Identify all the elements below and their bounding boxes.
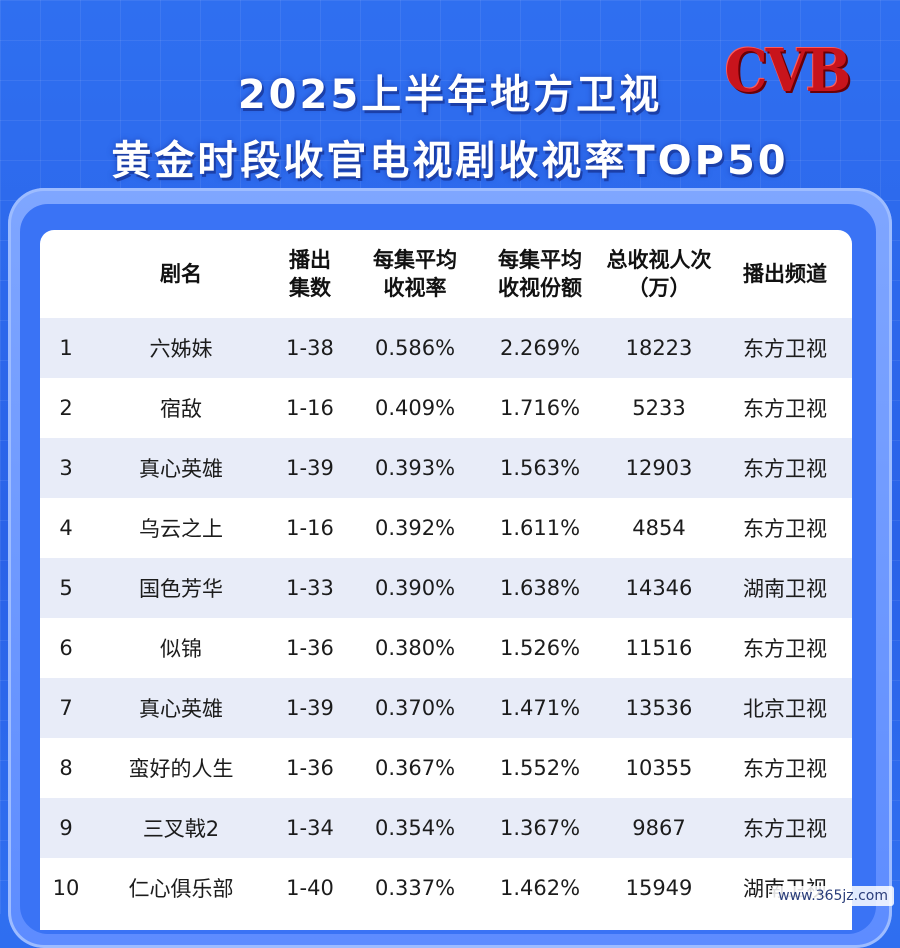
cell-episodes: 1-16 (286, 516, 334, 540)
cell-channel: 东方卫视 (743, 637, 827, 661)
cell-rating: 0.380% (374, 636, 456, 660)
table-header: 剧名 播出 集数 每集平均 收视率 每集平均 收视份额 总收视人次 （万） 播出频道 (40, 230, 852, 318)
cell-rating: 0.370% (374, 696, 456, 720)
cell-rank: 1 (59, 336, 73, 360)
cell-rating: 0.367% (374, 756, 456, 780)
header-rating: 每集平均 收视率 (373, 248, 457, 300)
cell-name: 仁心俱乐部 (128, 877, 234, 901)
cell-total: 5233 (632, 396, 686, 420)
table-row: 7 真心英雄 1-39 0.370% 1.471% 13536 北京卫视 (40, 678, 852, 738)
cell-rank: 3 (59, 456, 73, 480)
cell-episodes: 1-39 (286, 696, 334, 720)
table-row: 2 宿敌 1-16 0.409% 1.716% 5233 东方卫视 (40, 378, 852, 438)
table-row: 3 真心英雄 1-39 0.393% 1.563% 12903 东方卫视 (40, 438, 852, 498)
header-share: 每集平均 收视份额 (498, 248, 582, 300)
cell-share: 2.269% (499, 336, 581, 360)
cell-rank: 9 (59, 816, 73, 840)
cell-share: 1.563% (499, 456, 581, 480)
watermark: www.365jz.com (772, 886, 894, 906)
cell-channel: 东方卫视 (743, 397, 827, 421)
cell-rank: 8 (59, 756, 73, 780)
cell-total: 18223 (625, 336, 693, 360)
cell-rank: 10 (52, 876, 80, 900)
cell-episodes: 1-39 (286, 456, 334, 480)
cell-share: 1.611% (499, 516, 581, 540)
cell-channel: 东方卫视 (743, 757, 827, 781)
header-episodes: 播出 集数 (289, 248, 331, 300)
cell-rating: 0.392% (374, 516, 456, 540)
cell-episodes: 1-36 (286, 636, 334, 660)
cell-name: 乌云之上 (139, 517, 223, 541)
cell-episodes: 1-33 (286, 576, 334, 600)
cell-channel: 北京卫视 (743, 697, 827, 721)
cell-total: 11516 (625, 636, 693, 660)
cell-rating: 0.586% (374, 336, 456, 360)
cell-channel: 湖南卫视 (743, 577, 827, 601)
cell-name: 三叉戟2 (142, 817, 220, 841)
cell-rank: 6 (59, 636, 73, 660)
cell-share: 1.716% (499, 396, 581, 420)
cell-name: 似锦 (160, 637, 202, 661)
header-total: 总收视人次 （万） (606, 248, 712, 300)
cell-channel: 东方卫视 (743, 457, 827, 481)
cell-channel: 东方卫视 (743, 337, 827, 361)
table-row: 4 乌云之上 1-16 0.392% 1.611% 4854 东方卫视 (40, 498, 852, 558)
cell-rank: 5 (59, 576, 73, 600)
table-row: 6 似锦 1-36 0.380% 1.526% 11516 东方卫视 (40, 618, 852, 678)
page-title-line2: 黄金时段收官电视剧收视率TOP50 (111, 138, 789, 184)
cell-rating: 0.354% (374, 816, 456, 840)
cell-share: 1.526% (499, 636, 581, 660)
cell-share: 1.367% (499, 816, 581, 840)
ratings-table: 剧名 播出 集数 每集平均 收视率 每集平均 收视份额 总收视人次 （万） 播出频道 1… (40, 230, 852, 930)
cell-episodes: 1-38 (286, 336, 334, 360)
cell-share: 1.638% (499, 576, 581, 600)
cell-name: 真心英雄 (139, 457, 223, 481)
cell-episodes: 1-40 (286, 876, 334, 900)
table-row: 1 六姊妹 1-38 0.586% 2.269% 18223 东方卫视 (40, 318, 852, 378)
cell-rating: 0.337% (374, 876, 456, 900)
cell-name: 蛮好的人生 (128, 757, 234, 781)
table-row: 9 三叉戟2 1-34 0.354% 1.367% 9867 东方卫视 (40, 798, 852, 858)
cell-episodes: 1-16 (286, 396, 334, 420)
cell-channel: 东方卫视 (743, 817, 827, 841)
cell-name: 国色芳华 (139, 577, 223, 601)
cell-share: 1.471% (499, 696, 581, 720)
table-row: 5 国色芳华 1-33 0.390% 1.638% 14346 湖南卫视 (40, 558, 852, 618)
cell-share: 1.552% (499, 756, 581, 780)
cell-share: 1.462% (499, 876, 581, 900)
cell-total: 4854 (632, 516, 686, 540)
cvb-logo: CVB (724, 34, 852, 106)
cell-name: 真心英雄 (139, 697, 223, 721)
cell-name: 六姊妹 (149, 337, 213, 361)
cell-rank: 7 (59, 696, 73, 720)
header-channel: 播出频道 (743, 262, 827, 286)
cell-rank: 2 (59, 396, 73, 420)
cell-rating: 0.390% (374, 576, 456, 600)
cell-rating: 0.409% (374, 396, 456, 420)
cell-total: 13536 (625, 696, 693, 720)
cell-total: 15949 (625, 876, 693, 900)
header-name: 剧名 (160, 262, 202, 286)
cell-total: 10355 (625, 756, 693, 780)
cell-total: 12903 (625, 456, 693, 480)
table-row: 8 蛮好的人生 1-36 0.367% 1.552% 10355 东方卫视 (40, 738, 852, 798)
cell-episodes: 1-36 (286, 756, 334, 780)
page-title-line1: 2025上半年地方卫视 (237, 72, 663, 118)
cell-total: 14346 (625, 576, 693, 600)
cell-channel: 东方卫视 (743, 517, 827, 541)
cell-episodes: 1-34 (286, 816, 334, 840)
cell-name: 宿敌 (160, 397, 202, 421)
cell-rank: 4 (59, 516, 73, 540)
cell-total: 9867 (632, 816, 686, 840)
cell-rating: 0.393% (374, 456, 456, 480)
